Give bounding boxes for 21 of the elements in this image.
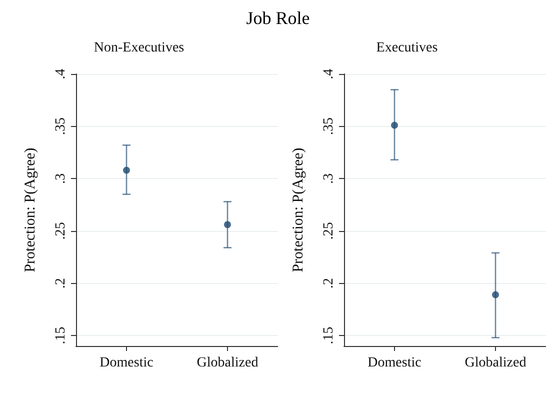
y-tick-label: .2 [322, 278, 336, 288]
y-tick-label: .3 [54, 173, 68, 184]
chart-subtitle: Non-Executives [94, 40, 184, 56]
y-tick-label: .35 [322, 118, 336, 136]
y-tick-label: .35 [54, 118, 68, 136]
chart-title: Job Role [245, 8, 311, 29]
y-tick-label: .25 [54, 222, 68, 240]
y-tick-label: .4 [322, 68, 336, 80]
y-tick-label: .2 [54, 278, 68, 288]
y-tick-label: .15 [54, 326, 68, 344]
y-tick-label: .25 [322, 222, 336, 240]
x-tick-label: Globalized [196, 356, 258, 370]
y-tick-label: .4 [54, 68, 68, 80]
x-tick-label: Domestic [100, 356, 154, 370]
x-tick-label: Domestic [368, 356, 422, 370]
x-tick-label: Globalized [464, 356, 526, 370]
y-tick-label: .15 [322, 326, 336, 344]
y-axis-title: Protection: P(Agree) [22, 148, 38, 272]
y-tick-label: .3 [322, 173, 336, 184]
chart-subtitle: Executives [376, 40, 438, 56]
y-axis-title: Protection: P(Agree) [290, 148, 306, 272]
